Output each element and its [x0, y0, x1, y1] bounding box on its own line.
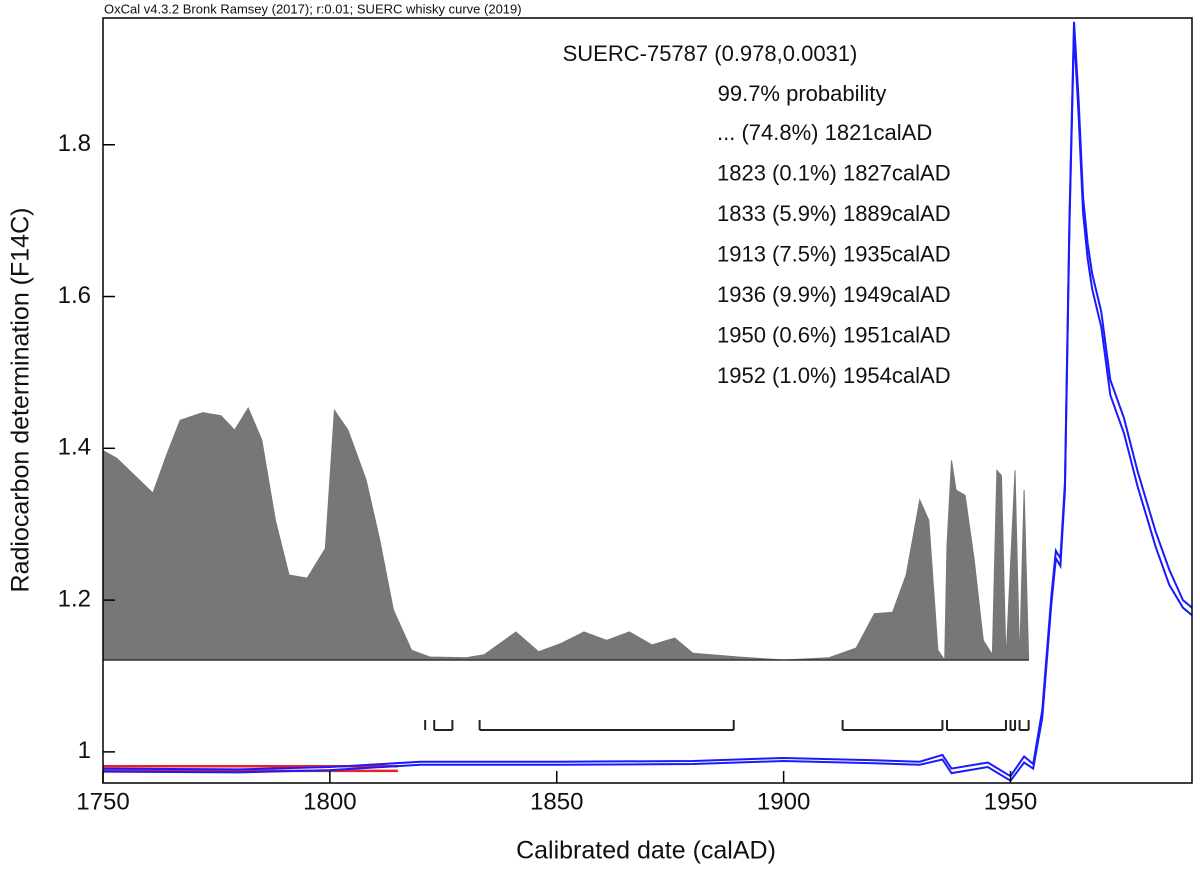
- y-tick-label: 1.8: [58, 130, 91, 157]
- chart-title: SUERC-75787 (0.978,0.0031): [563, 41, 858, 66]
- calibration-curve: [102, 21, 1193, 778]
- y-tick-label: 1: [78, 737, 91, 764]
- x-tick-label: 1850: [530, 788, 583, 815]
- plot-frame: [102, 17, 1193, 784]
- x-axis-label: Calibrated date (calAD): [516, 837, 776, 865]
- subtitle: 99.7% probability: [718, 81, 887, 106]
- range-label: 1823 (0.1%) 1827calAD: [717, 160, 951, 185]
- range-label: 1950 (0.6%) 1951calAD: [717, 322, 951, 347]
- probability-density: [102, 407, 1030, 662]
- range-label: 1952 (1.0%) 1954calAD: [717, 363, 951, 388]
- y-tick-label: 1.6: [58, 282, 91, 309]
- x-tick-label: 1750: [76, 788, 129, 815]
- header: OxCal v4.3.2 Bronk Ramsey (2017); r:0.01…: [104, 1, 522, 16]
- range-label: ... (74.8%) 1821calAD: [717, 120, 932, 145]
- range-label: 1913 (7.5%) 1935calAD: [717, 241, 951, 266]
- y-axis-label: Radiocarbon determination (F14C): [7, 208, 35, 593]
- y-tick-label: 1.4: [58, 434, 91, 461]
- x-tick-label: 1800: [303, 788, 356, 815]
- calibration-curve: [102, 30, 1193, 783]
- x-tick-label: 1900: [757, 788, 810, 815]
- range-label: 1833 (5.9%) 1889calAD: [717, 201, 951, 226]
- x-tick-label: 1950: [984, 788, 1037, 815]
- y-tick-label: 1.2: [58, 585, 91, 612]
- range-label: 1936 (9.9%) 1949calAD: [717, 282, 951, 307]
